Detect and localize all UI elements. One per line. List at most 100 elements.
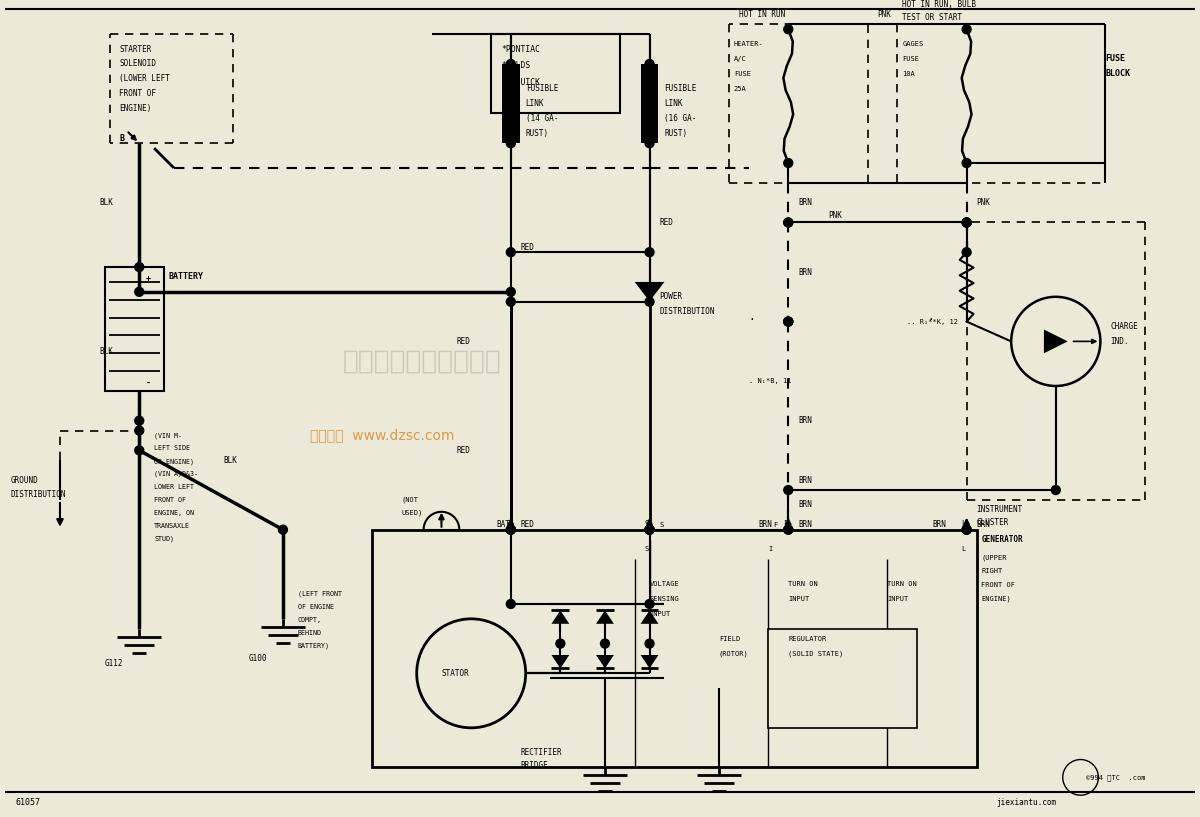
Text: BRN: BRN: [798, 520, 812, 529]
Text: 10A: 10A: [902, 71, 914, 77]
Text: A/C: A/C: [733, 56, 746, 62]
Polygon shape: [552, 655, 569, 668]
Text: IND.: IND.: [1110, 337, 1129, 346]
Circle shape: [784, 158, 793, 167]
Text: BLK: BLK: [100, 199, 114, 208]
Text: SOLENOID: SOLENOID: [120, 60, 156, 69]
Text: ENGINE): ENGINE): [982, 596, 1012, 602]
Text: RED: RED: [521, 520, 535, 529]
Circle shape: [646, 525, 654, 534]
Text: INSTRUMENT: INSTRUMENT: [977, 506, 1022, 515]
Circle shape: [784, 485, 793, 494]
Text: FRONT OF: FRONT OF: [154, 497, 186, 503]
Circle shape: [646, 639, 654, 648]
Text: HEATER-: HEATER-: [733, 41, 763, 47]
Circle shape: [506, 525, 515, 534]
Text: GENERATOR: GENERATOR: [982, 535, 1024, 544]
Text: FUSE: FUSE: [1105, 55, 1126, 64]
Text: BRN: BRN: [932, 520, 946, 529]
Text: FRONT OF: FRONT OF: [982, 583, 1015, 588]
Text: **OLDS: **OLDS: [500, 61, 530, 70]
Text: POWER: POWER: [660, 292, 683, 301]
Text: FUSE: FUSE: [733, 71, 751, 77]
Text: RIGHT: RIGHT: [982, 569, 1003, 574]
Text: S: S: [660, 522, 664, 528]
Text: ©994 维TC  .com: ©994 维TC .com: [1086, 774, 1145, 781]
Circle shape: [962, 525, 971, 534]
Text: (VIN M-: (VIN M-: [154, 432, 182, 439]
Circle shape: [1051, 485, 1061, 494]
Text: -: -: [146, 378, 151, 387]
Circle shape: [134, 426, 144, 435]
Polygon shape: [641, 655, 659, 668]
Circle shape: [646, 525, 654, 534]
Text: FIELD: FIELD: [719, 636, 740, 641]
Text: jiexiantu.com: jiexiantu.com: [996, 797, 1056, 806]
Circle shape: [962, 158, 971, 167]
Text: BLK: BLK: [223, 456, 238, 465]
Circle shape: [962, 218, 971, 227]
Text: GAGES: GAGES: [902, 41, 924, 47]
Circle shape: [646, 600, 654, 609]
Circle shape: [556, 639, 565, 648]
Circle shape: [962, 525, 971, 534]
Circle shape: [784, 317, 793, 326]
Text: (VIN A,D&3-: (VIN A,D&3-: [154, 471, 198, 477]
Text: (16 GA-: (16 GA-: [665, 114, 697, 123]
Text: LINK: LINK: [526, 99, 544, 108]
Text: TRANSAXLE: TRANSAXLE: [154, 523, 190, 529]
Text: TURN ON: TURN ON: [788, 581, 818, 587]
Text: BRN: BRN: [977, 520, 990, 529]
Text: F: F: [773, 522, 778, 528]
Text: LINK: LINK: [665, 99, 683, 108]
Circle shape: [506, 139, 515, 148]
Text: CHARGE: CHARGE: [1110, 322, 1138, 331]
Circle shape: [784, 218, 793, 227]
Circle shape: [962, 525, 971, 534]
Text: RED: RED: [521, 243, 535, 252]
Text: BRN: BRN: [798, 416, 812, 425]
Circle shape: [962, 218, 971, 227]
Circle shape: [646, 525, 654, 534]
Text: .. R₁**K, 12: .. R₁**K, 12: [907, 319, 958, 324]
Bar: [768, 629, 917, 728]
Text: ENGINE): ENGINE): [120, 104, 152, 113]
Text: INPUT: INPUT: [887, 596, 908, 602]
Polygon shape: [641, 610, 659, 624]
Text: (SOLID STATE): (SOLID STATE): [788, 650, 844, 657]
Text: LOWER LEFT: LOWER LEFT: [154, 484, 194, 490]
Bar: [104, 267, 164, 391]
Text: (UPPER: (UPPER: [982, 554, 1007, 560]
Text: PNK: PNK: [828, 211, 841, 220]
Circle shape: [506, 288, 515, 297]
Text: BAT: BAT: [496, 520, 510, 529]
Circle shape: [506, 600, 515, 609]
Text: 25A: 25A: [733, 86, 746, 92]
Circle shape: [784, 525, 793, 534]
Text: S: S: [644, 547, 649, 552]
Circle shape: [784, 218, 793, 227]
Circle shape: [784, 525, 793, 534]
Text: 杭州将睿科技有限公司: 杭州将睿科技有限公司: [342, 348, 502, 374]
Text: L: L: [961, 520, 966, 529]
Text: BATTERY: BATTERY: [169, 273, 204, 282]
Text: REGULATOR: REGULATOR: [788, 636, 827, 641]
Text: INPUT: INPUT: [788, 596, 810, 602]
Circle shape: [784, 317, 793, 326]
Text: ENGINE, ON: ENGINE, ON: [154, 510, 194, 516]
Text: BRN: BRN: [758, 520, 773, 529]
Text: BRN: BRN: [798, 500, 812, 509]
Circle shape: [1012, 297, 1100, 386]
Text: HOT IN RUN, BULB: HOT IN RUN, BULB: [902, 0, 977, 9]
Circle shape: [646, 60, 654, 69]
Text: (14 GA-: (14 GA-: [526, 114, 558, 123]
Text: USED): USED): [402, 510, 424, 516]
Circle shape: [134, 446, 144, 455]
Bar: [491, 34, 620, 114]
Text: . N₁*B, 11: . N₁*B, 11: [749, 378, 791, 384]
Text: RED: RED: [456, 337, 470, 346]
Text: F: F: [784, 520, 788, 529]
Text: GROUND: GROUND: [11, 475, 38, 484]
Bar: [502, 64, 520, 143]
Bar: [372, 529, 977, 767]
